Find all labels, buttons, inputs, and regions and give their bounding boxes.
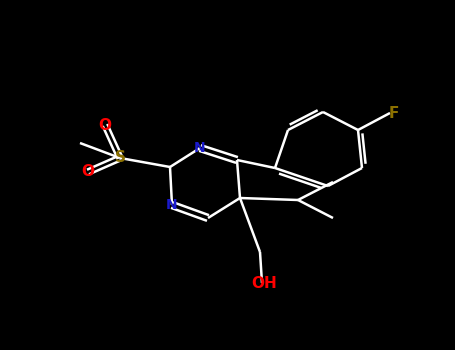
Text: OH: OH bbox=[251, 275, 277, 290]
Text: N: N bbox=[194, 141, 206, 155]
Text: N: N bbox=[166, 198, 178, 212]
Text: S: S bbox=[115, 150, 126, 166]
Text: O: O bbox=[98, 118, 111, 133]
Text: O: O bbox=[81, 164, 95, 180]
Text: F: F bbox=[389, 105, 399, 120]
